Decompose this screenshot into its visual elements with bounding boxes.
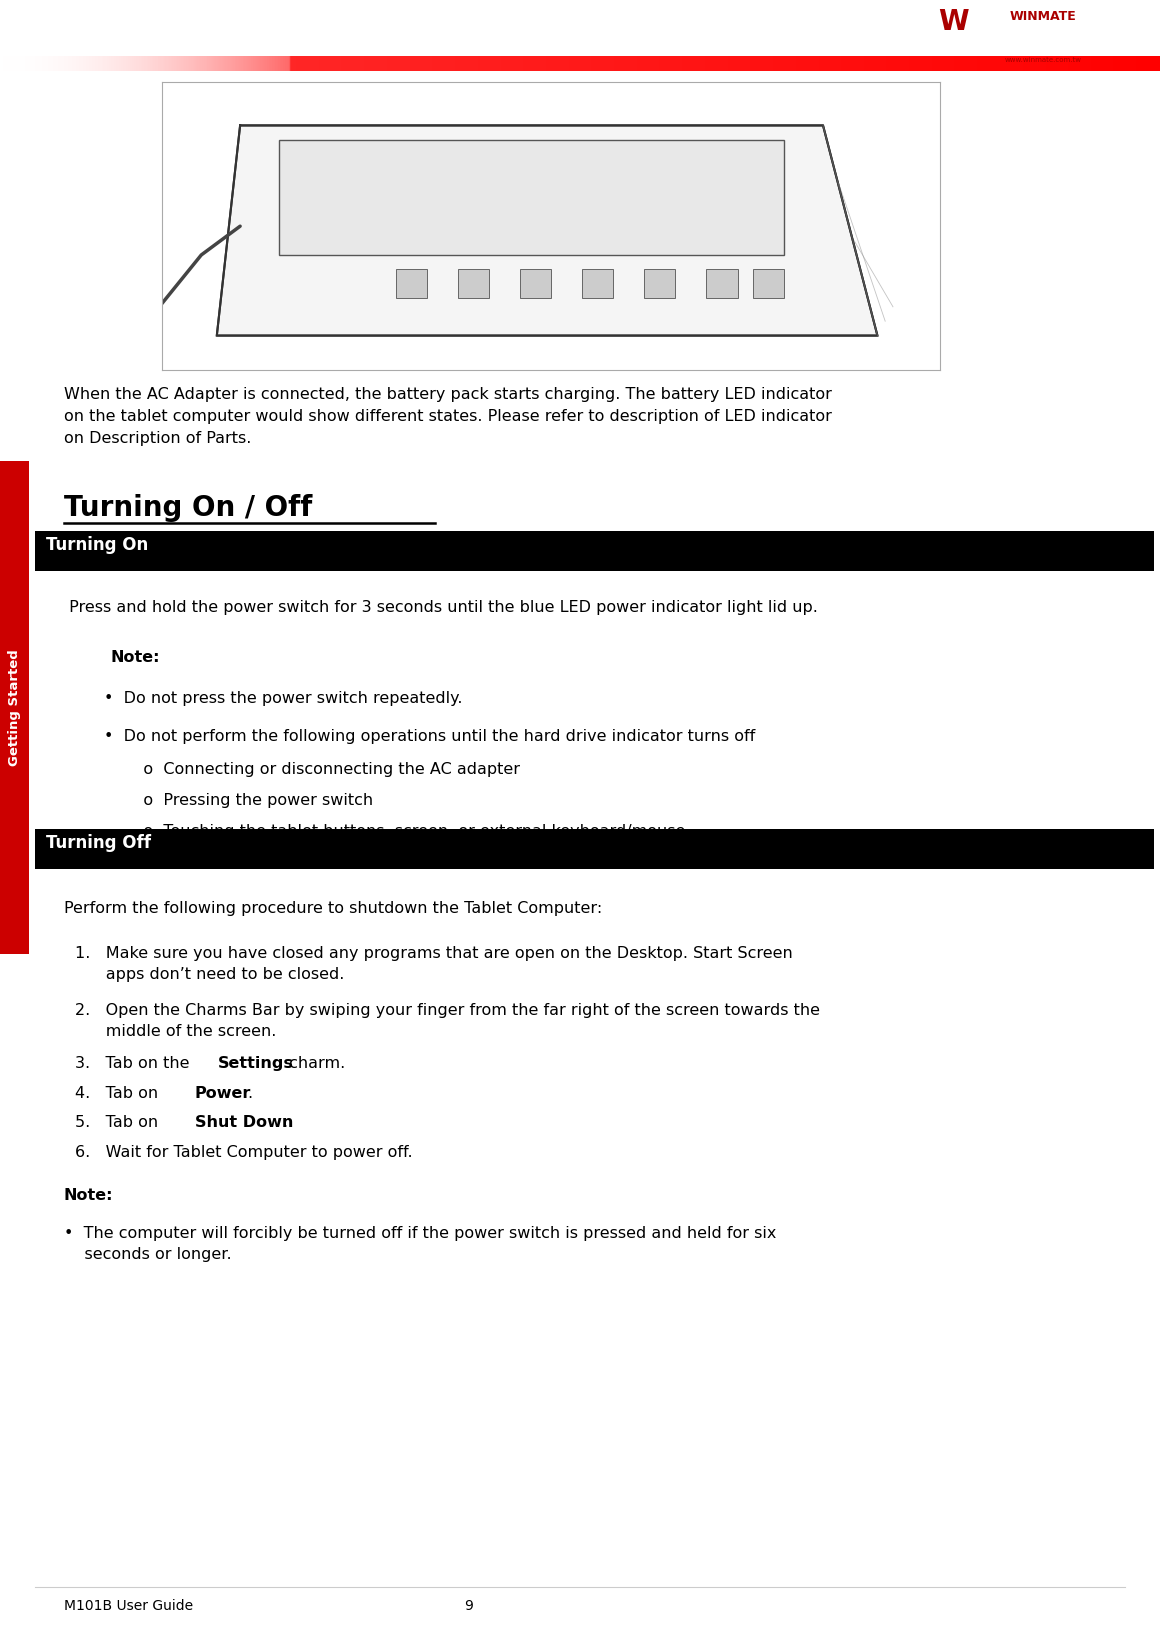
Text: 3.   Tab on the: 3. Tab on the xyxy=(75,1056,195,1071)
Text: Getting Started: Getting Started xyxy=(8,650,21,765)
Text: Turning On: Turning On xyxy=(46,536,148,554)
Text: 6.   Wait for Tablet Computer to power off.: 6. Wait for Tablet Computer to power off… xyxy=(75,1145,413,1160)
Text: www.winmate.com.tw: www.winmate.com.tw xyxy=(1005,58,1081,63)
Polygon shape xyxy=(217,125,877,336)
Text: 9: 9 xyxy=(464,1599,473,1614)
Polygon shape xyxy=(706,270,738,298)
Text: 1.   Make sure you have closed any programs that are open on the Desktop. Start : 1. Make sure you have closed any program… xyxy=(75,946,793,982)
Polygon shape xyxy=(582,270,614,298)
Text: Shut Down: Shut Down xyxy=(195,1115,293,1130)
Text: .: . xyxy=(247,1086,252,1101)
Bar xyxy=(35,531,1154,571)
Text: Perform the following procedure to shutdown the Tablet Computer:: Perform the following procedure to shutd… xyxy=(64,901,602,916)
Text: o  Pressing the power switch: o Pressing the power switch xyxy=(128,793,372,808)
Text: 5.   Tab on: 5. Tab on xyxy=(75,1115,164,1130)
Text: o  Touching the tablet buttons, screen, or external keyboard/mouse: o Touching the tablet buttons, screen, o… xyxy=(128,824,684,839)
Text: M101B User Guide: M101B User Guide xyxy=(64,1599,193,1614)
Polygon shape xyxy=(520,270,551,298)
Polygon shape xyxy=(458,270,488,298)
Polygon shape xyxy=(396,270,427,298)
Text: 2.   Open the Charms Bar by swiping your finger from the far right of the screen: 2. Open the Charms Bar by swiping your f… xyxy=(75,1003,820,1040)
Text: .: . xyxy=(282,1115,287,1130)
Text: W: W xyxy=(938,8,969,36)
Text: Settings: Settings xyxy=(218,1056,293,1071)
Text: WINMATE: WINMATE xyxy=(1009,10,1076,23)
Polygon shape xyxy=(644,270,675,298)
Text: Turning Off: Turning Off xyxy=(46,834,152,852)
Text: When the AC Adapter is connected, the battery pack starts charging. The battery : When the AC Adapter is connected, the ba… xyxy=(64,387,832,446)
Polygon shape xyxy=(280,140,784,255)
Text: 4.   Tab on: 4. Tab on xyxy=(75,1086,164,1101)
Text: Note:: Note: xyxy=(110,650,160,665)
Polygon shape xyxy=(753,270,784,298)
Text: •  Do not perform the following operations until the hard drive indicator turns : • Do not perform the following operation… xyxy=(104,729,755,744)
Text: •  The computer will forcibly be turned off if the power switch is pressed and h: • The computer will forcibly be turned o… xyxy=(64,1226,776,1262)
Text: Press and hold the power switch for 3 seconds until the blue LED power indicator: Press and hold the power switch for 3 se… xyxy=(64,600,818,615)
Text: Note:: Note: xyxy=(64,1188,114,1202)
Bar xyxy=(35,829,1154,869)
Text: o  Connecting or disconnecting the AC adapter: o Connecting or disconnecting the AC ada… xyxy=(128,762,520,776)
Text: •  Do not press the power switch repeatedly.: • Do not press the power switch repeated… xyxy=(104,691,463,706)
Text: charm.: charm. xyxy=(284,1056,346,1071)
Text: Power: Power xyxy=(195,1086,252,1101)
Text: Turning On / Off: Turning On / Off xyxy=(64,494,312,521)
